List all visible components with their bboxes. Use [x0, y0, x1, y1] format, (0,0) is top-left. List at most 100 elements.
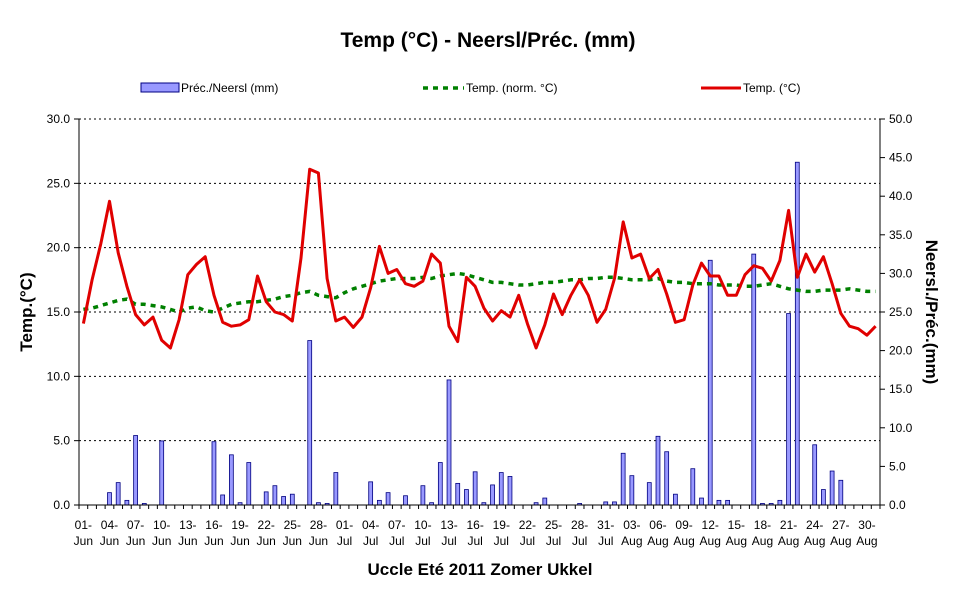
legend-label-temp-norm: Temp. (norm. °C): [466, 81, 557, 95]
x-tick-label-day: 07-: [388, 518, 405, 532]
precip-bar: [498, 472, 504, 506]
precip-bar: [777, 499, 783, 506]
legend-label-temp: Temp. (°C): [743, 81, 800, 95]
right-tick-label: 40.0: [889, 189, 913, 203]
precip-bars: [107, 161, 844, 506]
precip-bar: [124, 499, 130, 506]
precip-bar: [829, 470, 835, 506]
x-tick-label-month: Jun: [309, 534, 328, 548]
precip-bar: [368, 481, 374, 506]
x-tick-label-day: 10-: [153, 518, 170, 532]
x-tick-label-month: Jun: [126, 534, 145, 548]
x-tick-label-day: 30-: [858, 518, 875, 532]
x-tick-label-day: 21-: [780, 518, 797, 532]
precip-bar: [542, 497, 548, 506]
right-tick-label: 10.0: [889, 421, 913, 435]
precip-bar: [307, 340, 313, 506]
precip-bar: [725, 499, 730, 506]
x-tick-label-month: Aug: [752, 534, 773, 548]
precip-bar: [716, 499, 722, 506]
precip-bar: [403, 495, 408, 506]
precip-bar: [507, 476, 513, 506]
x-tick-label-day: 01-: [75, 518, 92, 532]
precip-bar: [673, 493, 678, 506]
precip-bar: [707, 259, 713, 506]
precip-bar: [263, 491, 269, 506]
y-axis-title-right: Neersl./Préc.(mm): [922, 240, 941, 385]
x-tick-label-month: Jun: [74, 534, 93, 548]
x-tick-label-day: 31-: [597, 518, 614, 532]
x-axis-ticks: 01- Jun 04- Jun 07- Jun 10- Jun 13- Jun 16- Jun 19- J…: [74, 505, 881, 548]
precip-bar: [620, 452, 626, 506]
precip-bar: [821, 489, 826, 506]
precip-bar: [333, 472, 339, 506]
x-tick-label-day: 22-: [519, 518, 536, 532]
x-tick-label-month: Aug: [726, 534, 747, 548]
precip-bar: [690, 468, 696, 506]
precip-bar: [655, 435, 661, 506]
right-tick-label: 45.0: [889, 151, 913, 165]
temp-line: [81, 167, 877, 350]
precip-bar: [107, 492, 112, 506]
x-tick-label-month: Jun: [152, 534, 171, 548]
precip-bar: [464, 489, 469, 506]
y-axis-title-left: Temp.(°C): [17, 272, 36, 351]
precip-bar: [472, 471, 478, 506]
x-tick-label-month: Jul: [467, 534, 482, 548]
precip-bar: [246, 462, 252, 506]
x-tick-label-day: 18-: [754, 518, 771, 532]
precip-bar: [229, 454, 234, 506]
legend-swatch-precip: [140, 82, 180, 93]
precip-bar: [272, 485, 278, 506]
precip-bar: [664, 451, 670, 506]
precip-bar: [786, 313, 791, 506]
precip-bar: [490, 484, 495, 506]
x-tick-label-month: Jul: [389, 534, 404, 548]
x-tick-label-month: Aug: [830, 534, 851, 548]
precip-bar: [281, 496, 286, 506]
x-tick-label-month: Aug: [804, 534, 825, 548]
x-tick-label-day: 16-: [466, 518, 483, 532]
left-tick-label: 25.0: [47, 176, 71, 190]
x-tick-label-month: Jul: [363, 534, 378, 548]
right-tick-label: 0.0: [889, 498, 906, 512]
x-tick-label-day: 13-: [179, 518, 196, 532]
x-tick-label-month: Aug: [621, 534, 642, 548]
x-tick-label-day: 28-: [310, 518, 327, 532]
right-tick-label: 30.0: [889, 266, 913, 280]
x-tick-label-day: 01-: [336, 518, 353, 532]
x-tick-label-month: Jul: [337, 534, 352, 548]
precip-bar: [437, 462, 443, 506]
precip-bar: [455, 482, 461, 506]
x-tick-label-month: Aug: [856, 534, 877, 548]
left-tick-label: 0.0: [53, 498, 70, 512]
x-tick-label-month: Aug: [778, 534, 799, 548]
x-axis-title: Uccle Eté 2011 Zomer Ukkel: [368, 560, 593, 579]
right-tick-label: 20.0: [889, 344, 913, 358]
precip-bar: [385, 492, 391, 506]
x-tick-label-day: 13-: [440, 518, 457, 532]
x-tick-label-day: 07-: [127, 518, 144, 532]
left-tick-label: 15.0: [47, 305, 71, 319]
x-tick-label-day: 25-: [545, 518, 562, 532]
precip-bar: [646, 482, 652, 506]
precip-bar: [751, 253, 757, 506]
x-tick-label-day: 03-: [623, 518, 640, 532]
x-tick-label-month: Jul: [546, 534, 561, 548]
x-tick-label-month: Jun: [178, 534, 197, 548]
x-tick-label-month: Jun: [100, 534, 119, 548]
x-tick-label-month: Jul: [415, 534, 430, 548]
x-tick-label-day: 22-: [258, 518, 275, 532]
right-axis-ticks: 0.0 5.0 10.0 15.0 20.0 25.0 30.0 35.0 40.0 45.0 50…: [880, 112, 913, 512]
precip-bar: [420, 485, 426, 506]
x-tick-label-month: Aug: [700, 534, 721, 548]
precip-bar: [133, 435, 138, 506]
precip-bar: [629, 475, 635, 506]
x-tick-label-day: 04-: [362, 518, 379, 532]
temp-norm-line: [83, 271, 876, 314]
precip-bar: [812, 444, 818, 506]
x-tick-label-day: 04-: [101, 518, 118, 532]
chart-title: Temp (°C) - Neersl/Préc. (mm): [340, 29, 635, 52]
right-tick-label: 5.0: [889, 459, 906, 473]
x-tick-label-month: Aug: [673, 534, 694, 548]
